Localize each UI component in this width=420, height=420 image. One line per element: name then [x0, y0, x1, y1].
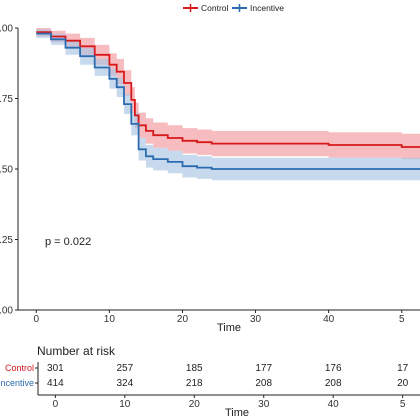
risk-x-tick-label: 40 [328, 399, 340, 410]
legend-control-label: Control [201, 3, 229, 13]
risk-cell: 257 [116, 363, 133, 374]
x-axis-title: Time [217, 322, 241, 334]
y-tick-label: .00 [0, 306, 13, 317]
risk-cell: 208 [325, 378, 342, 389]
risk-x-tick-label: 20 [189, 399, 201, 410]
ci-band-incentive [36, 29, 420, 181]
y-axis-ticks: .00 .25 .50 .75 .00 [0, 24, 18, 317]
x-tick-label: 5 [399, 314, 405, 325]
y-tick-label: .25 [0, 235, 13, 246]
risk-cell: 176 [325, 363, 342, 374]
risk-cell: 208 [255, 378, 272, 389]
risk-cell: 218 [186, 378, 203, 389]
x-tick-label: 0 [33, 314, 39, 325]
legend: Control Incentive [183, 3, 284, 13]
y-tick-label: .75 [0, 94, 13, 105]
risk-row-label-control: Control [5, 363, 34, 373]
p-value-annotation: p = 0.022 [45, 236, 91, 248]
risk-cell: 177 [255, 363, 272, 374]
y-tick-label: .00 [0, 24, 13, 35]
risk-x-axis-title: Time [225, 407, 249, 419]
x-tick-label: 30 [250, 314, 262, 325]
survival-curves [36, 31, 420, 170]
survival-line-control [36, 31, 420, 148]
risk-table-title: Number at risk [37, 344, 116, 358]
risk-x-tick-label: 30 [258, 399, 270, 410]
risk-row-label-incentive: Incentive [0, 378, 34, 388]
risk-x-tick-label: 0 [53, 399, 59, 410]
risk-table: Control 301 257 185 177 176 17 Incentive 414 324 2… [0, 363, 409, 389]
risk-cell: 324 [116, 378, 133, 389]
x-tick-label: 20 [177, 314, 189, 325]
y-tick-label: .50 [0, 165, 13, 176]
survival-line-incentive [36, 32, 420, 170]
risk-x-tick-label: 5 [400, 399, 406, 410]
risk-cell: 414 [47, 378, 64, 389]
risk-cell: 185 [186, 363, 203, 374]
x-tick-label: 10 [104, 314, 116, 325]
legend-incentive-label: Incentive [250, 3, 284, 13]
risk-cell: 20 [397, 378, 409, 389]
risk-cell: 301 [47, 363, 64, 374]
x-tick-label: 40 [323, 314, 335, 325]
risk-cell: 17 [397, 363, 409, 374]
x-axis-ticks: 0 10 20 30 40 5 [33, 310, 405, 325]
risk-x-axis-ticks: 0 10 20 30 40 5 [53, 395, 406, 410]
risk-x-tick-label: 10 [119, 399, 131, 410]
